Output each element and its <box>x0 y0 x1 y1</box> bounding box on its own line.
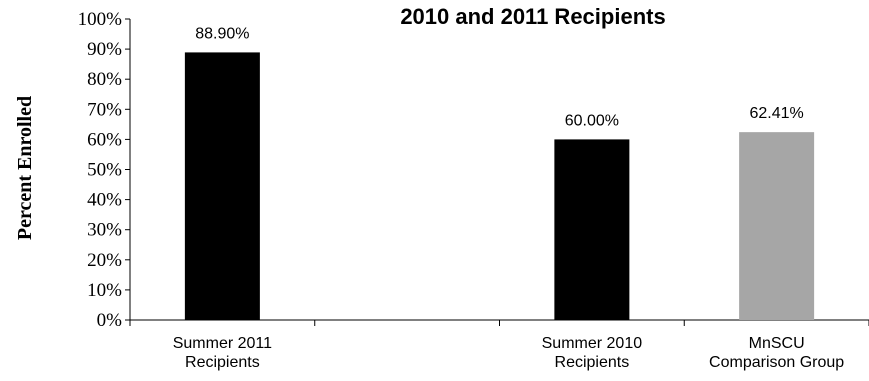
data-label: 60.00% <box>565 112 619 129</box>
y-tick-label: 70% <box>87 99 122 120</box>
x-tick-label: Comparison Group <box>709 354 844 371</box>
bars <box>184 52 815 320</box>
y-tick-label: 90% <box>87 39 122 60</box>
y-axis-label: Percent Enrolled <box>14 96 36 240</box>
x-tick-label: MnSCU <box>749 335 805 352</box>
y-tick-label: 10% <box>87 280 122 301</box>
bar <box>554 139 630 320</box>
bar <box>184 52 260 320</box>
data-label: 62.41% <box>749 105 803 122</box>
y-tick-label: 0% <box>97 310 123 331</box>
y-tick-label: 100% <box>78 9 123 30</box>
x-tick-label: Summer 2011 <box>173 335 272 352</box>
y-tick-label: 40% <box>87 190 122 211</box>
x-ticks: Summer 2011 Recipients Summer 2010 Recipien… <box>129 320 869 371</box>
x-tick-label: Recipients <box>555 354 630 371</box>
x-tick-label: Summer 2010 <box>542 335 643 352</box>
data-labels: 88.90% 60.00% 62.41% <box>195 25 804 129</box>
y-tick-label: 80% <box>87 69 122 90</box>
y-tick-label: 20% <box>87 250 122 271</box>
y-tick-label: 30% <box>87 220 122 241</box>
x-tick-label: Recipients <box>185 354 260 371</box>
y-tick-label: 50% <box>87 160 122 181</box>
data-label: 88.90% <box>195 25 249 42</box>
chart-title: 2010 and 2011 Recipients <box>400 4 665 29</box>
y-ticks: 0% 10% 20% 30% 40% 50% 60% 70% 80% 90% 100% <box>78 9 130 331</box>
y-tick-label: 60% <box>87 129 122 150</box>
bar <box>739 132 815 320</box>
